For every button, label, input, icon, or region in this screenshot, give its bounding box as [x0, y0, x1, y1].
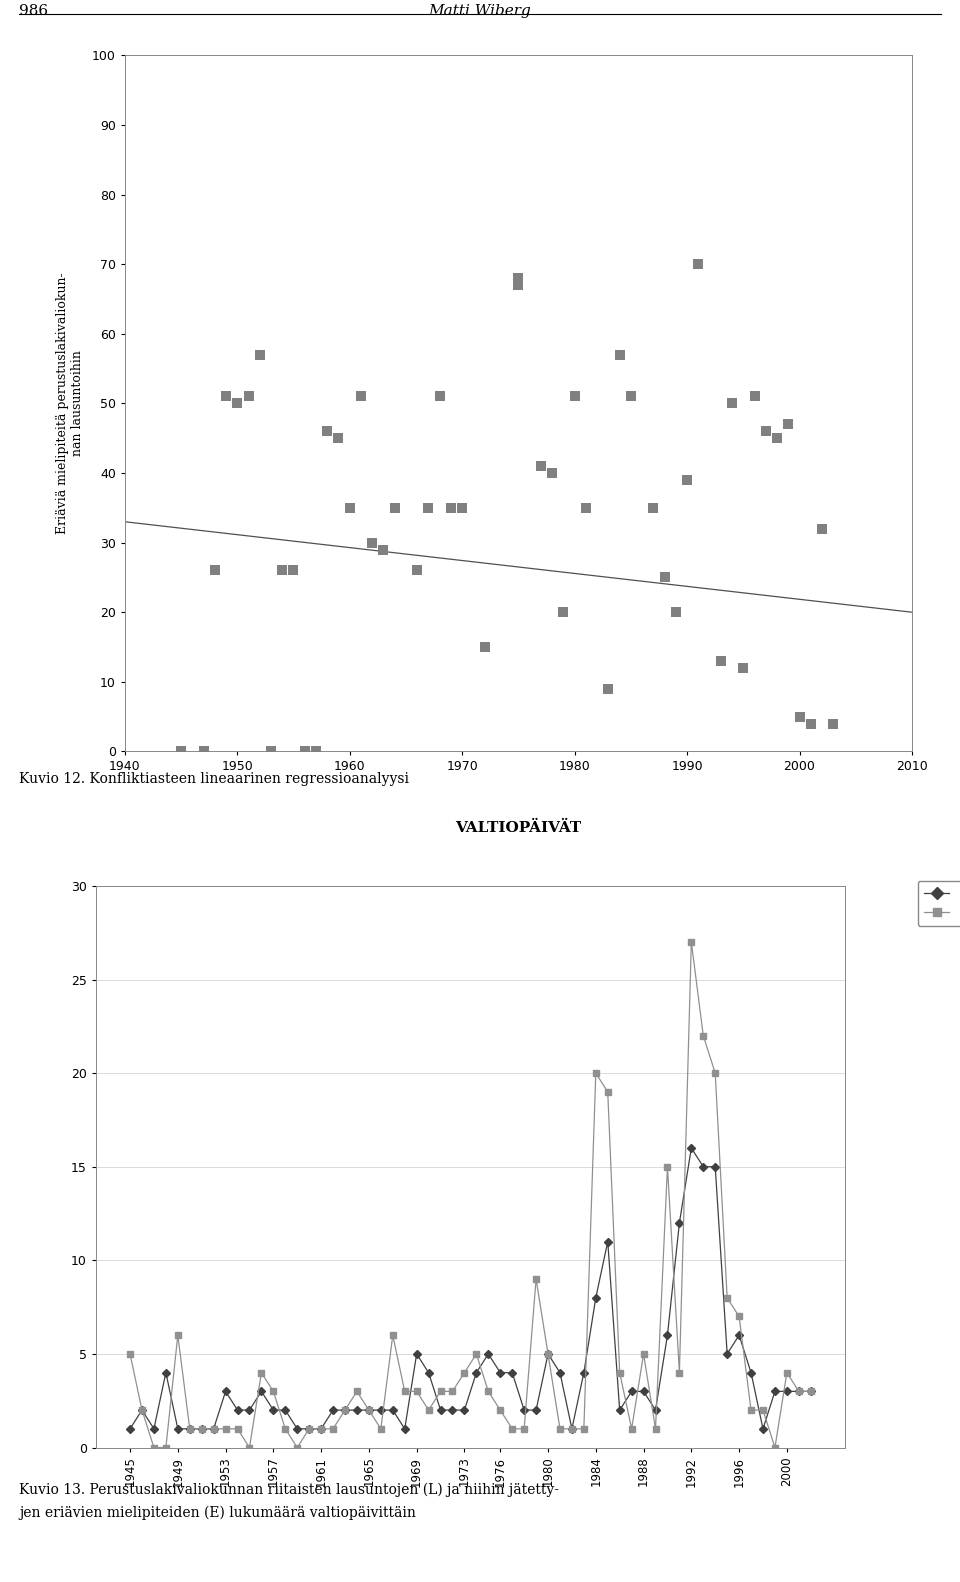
Point [432, 384, 447, 410]
Point [578, 495, 593, 520]
Point [420, 495, 436, 520]
Point [252, 342, 268, 367]
Text: Kuvio 12. Konfliktiasteen lineaarinen regressioanalyysi: Kuvio 12. Konfliktiasteen lineaarinen re… [19, 772, 409, 786]
Point [533, 454, 548, 479]
Text: Kuvio 13. Perustuslakivaliokunnan riitaisten lausuntojen (L) ja niihin jätetty-: Kuvio 13. Perustuslakivaliokunnan riitai… [19, 1482, 559, 1497]
Point [263, 739, 278, 764]
Point [196, 739, 211, 764]
Point [387, 495, 402, 520]
Point [657, 565, 672, 590]
Point [365, 530, 380, 555]
Point [207, 558, 223, 584]
Point [826, 710, 841, 736]
E [805, 1383, 817, 1402]
Point [780, 411, 796, 437]
Point [331, 426, 347, 451]
Point [758, 419, 774, 445]
Point [174, 739, 189, 764]
L [781, 1383, 793, 1402]
L [124, 1419, 135, 1438]
Point [544, 460, 560, 486]
Point [275, 558, 290, 584]
E [721, 1288, 732, 1307]
E [781, 1364, 793, 1383]
E [124, 1345, 135, 1364]
Point [556, 600, 571, 625]
Point [308, 739, 324, 764]
E [303, 1419, 315, 1438]
Point [690, 252, 706, 277]
E [685, 932, 697, 951]
Point [567, 384, 583, 410]
Point [375, 536, 391, 562]
Point [353, 384, 369, 410]
E [590, 1063, 602, 1082]
Point [623, 384, 638, 410]
Point [804, 710, 819, 736]
E [292, 1438, 303, 1457]
Y-axis label: Eriäviä mielipiteitä perustuslakivaliokun-
nan lausuntoihin: Eriäviä mielipiteitä perustuslakivalioku… [56, 272, 84, 535]
Line: L: L [128, 1145, 813, 1432]
Point [713, 649, 729, 674]
Point [342, 495, 357, 520]
Point [735, 655, 751, 680]
Point [601, 676, 616, 701]
Point [612, 342, 627, 367]
Point [511, 272, 526, 297]
Point [769, 426, 784, 451]
Point [668, 600, 684, 625]
E [148, 1438, 159, 1457]
E [637, 1345, 649, 1364]
Point [297, 739, 312, 764]
Point [286, 558, 301, 584]
Text: VALTIOPÄIVÄT: VALTIOPÄIVÄT [455, 821, 582, 835]
Point [320, 419, 335, 445]
L [709, 1158, 721, 1177]
Point [747, 384, 762, 410]
Point [410, 558, 425, 584]
Point [511, 266, 526, 291]
Point [241, 384, 256, 410]
Point [680, 467, 695, 492]
Point [725, 391, 740, 416]
Legend: L, E: L, E [918, 881, 960, 925]
L [292, 1419, 303, 1438]
L [685, 1139, 697, 1158]
Point [229, 391, 245, 416]
L [805, 1383, 817, 1402]
Point [477, 634, 492, 660]
Point [241, 384, 256, 410]
Point [646, 495, 661, 520]
L [578, 1364, 589, 1383]
Point [792, 704, 807, 729]
L [626, 1383, 637, 1402]
Line: E: E [128, 940, 813, 1451]
Text: 986: 986 [19, 3, 48, 17]
Point [814, 516, 829, 541]
Point [454, 495, 469, 520]
Point [218, 384, 233, 410]
L [279, 1400, 291, 1419]
Text: Matti Wiberg: Matti Wiberg [428, 3, 532, 17]
Text: jen eriävien mielipiteiden (E) lukumäärä valtiopäivittäin: jen eriävien mielipiteiden (E) lukumäärä… [19, 1506, 416, 1520]
Point [444, 495, 459, 520]
